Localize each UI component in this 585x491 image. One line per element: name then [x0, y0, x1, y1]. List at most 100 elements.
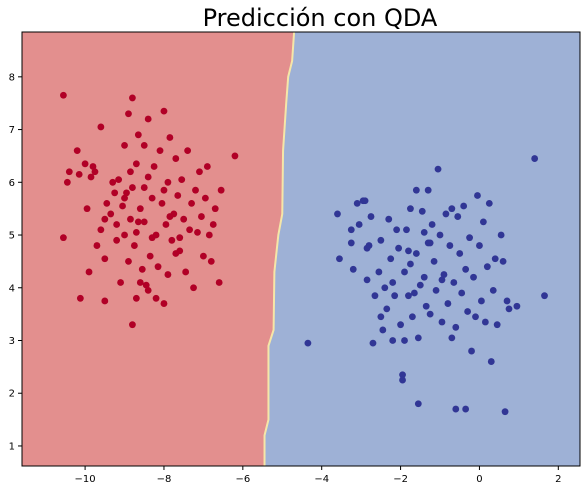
data-point [63, 178, 71, 186]
data-point [146, 252, 154, 260]
data-point [123, 189, 130, 197]
data-point [503, 297, 511, 305]
data-point [470, 273, 477, 281]
data-point [371, 292, 379, 300]
data-point [405, 292, 412, 300]
x-axis: −10 −8 −6 −4 −2 0 2 [75, 466, 561, 485]
data-point [412, 250, 420, 257]
data-point [389, 279, 397, 286]
data-point [444, 300, 452, 307]
data-point [101, 215, 109, 223]
data-point [440, 271, 448, 278]
data-point [493, 321, 501, 329]
data-point [162, 221, 170, 228]
data-point [403, 226, 410, 234]
data-point [148, 194, 156, 202]
data-point [481, 318, 489, 326]
y-tick-label: 8 [9, 72, 15, 83]
data-point [160, 186, 168, 194]
data-point [450, 279, 458, 286]
x-tick-label: 0 [476, 474, 482, 485]
data-point [144, 173, 152, 181]
data-point [489, 286, 497, 294]
data-point [166, 134, 174, 141]
data-point [136, 279, 144, 286]
data-point [347, 226, 355, 234]
data-point [391, 292, 399, 300]
data-point [458, 289, 466, 297]
data-point [428, 221, 436, 228]
data-point [505, 305, 513, 313]
data-point [85, 268, 93, 276]
data-point [182, 268, 190, 276]
data-point [87, 173, 95, 181]
data-point [132, 160, 140, 168]
data-point [190, 284, 197, 292]
data-point [383, 305, 391, 313]
data-point [192, 186, 199, 194]
data-point [442, 210, 450, 218]
data-point [416, 281, 424, 289]
data-point [188, 199, 195, 207]
plot-area [22, 32, 580, 466]
data-point [148, 234, 156, 242]
data-point [448, 205, 456, 213]
data-point [176, 234, 184, 242]
data-point [121, 231, 128, 239]
data-point [353, 199, 361, 207]
data-point [409, 313, 416, 321]
plot-frame [21, 31, 581, 467]
x-tick-label: −4 [314, 474, 329, 485]
data-point [121, 141, 128, 149]
data-point [401, 268, 408, 276]
data-point [487, 358, 495, 365]
data-point [405, 247, 412, 255]
data-point [462, 265, 470, 273]
data-point [460, 202, 468, 210]
data-point [136, 205, 144, 213]
data-point [513, 302, 521, 310]
data-point [407, 205, 414, 213]
y-axis: 1 2 3 4 5 6 7 8 [9, 72, 22, 452]
data-point [150, 163, 158, 170]
data-point [101, 297, 109, 305]
data-point [158, 199, 166, 207]
data-point [89, 163, 97, 170]
data-point [434, 165, 442, 173]
data-point [452, 323, 460, 331]
data-point [97, 123, 105, 131]
data-point [304, 339, 312, 347]
data-point [410, 289, 418, 297]
data-point [211, 205, 219, 213]
data-point [180, 215, 188, 223]
data-point [205, 231, 213, 239]
data-point [476, 242, 483, 249]
data-point [501, 408, 509, 416]
data-point [140, 184, 148, 191]
data-point [381, 284, 389, 292]
data-point [430, 257, 438, 265]
data-point [65, 168, 73, 176]
data-point [438, 276, 446, 284]
data-point [129, 184, 136, 191]
data-point [448, 334, 456, 342]
data-point [452, 405, 460, 413]
data-point [81, 160, 89, 168]
chart-title: Predicción con QDA [203, 4, 438, 32]
red-region [22, 32, 295, 466]
data-point [414, 400, 422, 408]
data-point [125, 110, 132, 118]
data-point [160, 107, 168, 115]
data-point [184, 147, 192, 155]
data-point [127, 215, 134, 223]
data-point [142, 281, 150, 289]
x-tick-label: −10 [75, 474, 96, 485]
data-point [60, 91, 67, 99]
data-point [203, 163, 211, 170]
data-point [407, 260, 414, 268]
data-point [389, 337, 397, 344]
data-point [231, 152, 239, 160]
data-point [377, 236, 385, 244]
data-point [111, 189, 119, 197]
